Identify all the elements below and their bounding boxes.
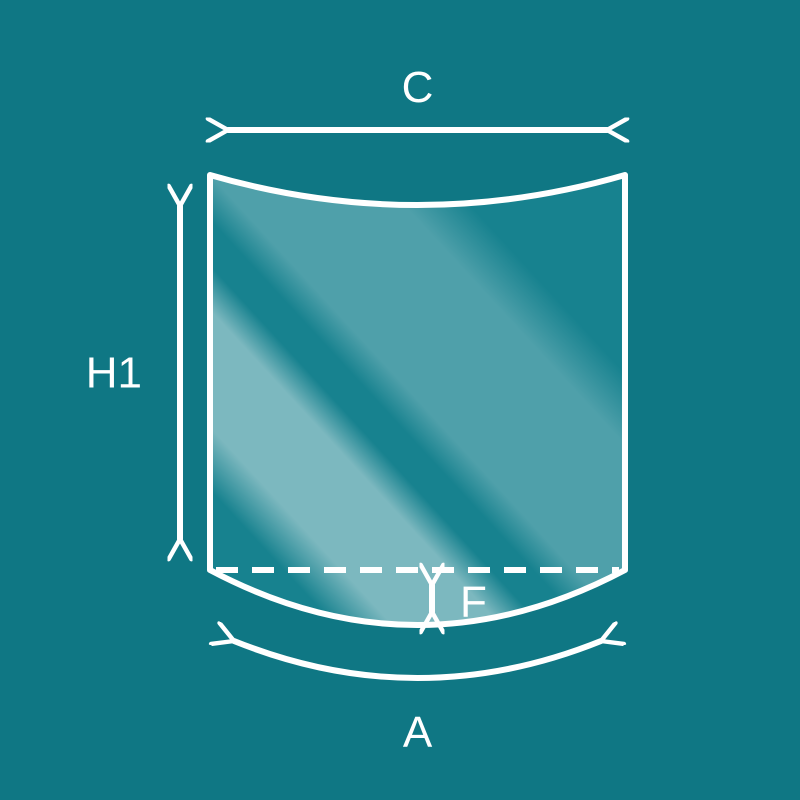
label-c: C <box>402 63 434 112</box>
glass-panel-shape <box>210 175 625 625</box>
label-a: A <box>403 708 433 757</box>
label-h1: H1 <box>86 349 142 398</box>
label-f: F <box>460 578 487 627</box>
glass-panel-diagram: C H1 A F <box>0 0 800 800</box>
diagram-container: C H1 A F <box>0 0 800 800</box>
